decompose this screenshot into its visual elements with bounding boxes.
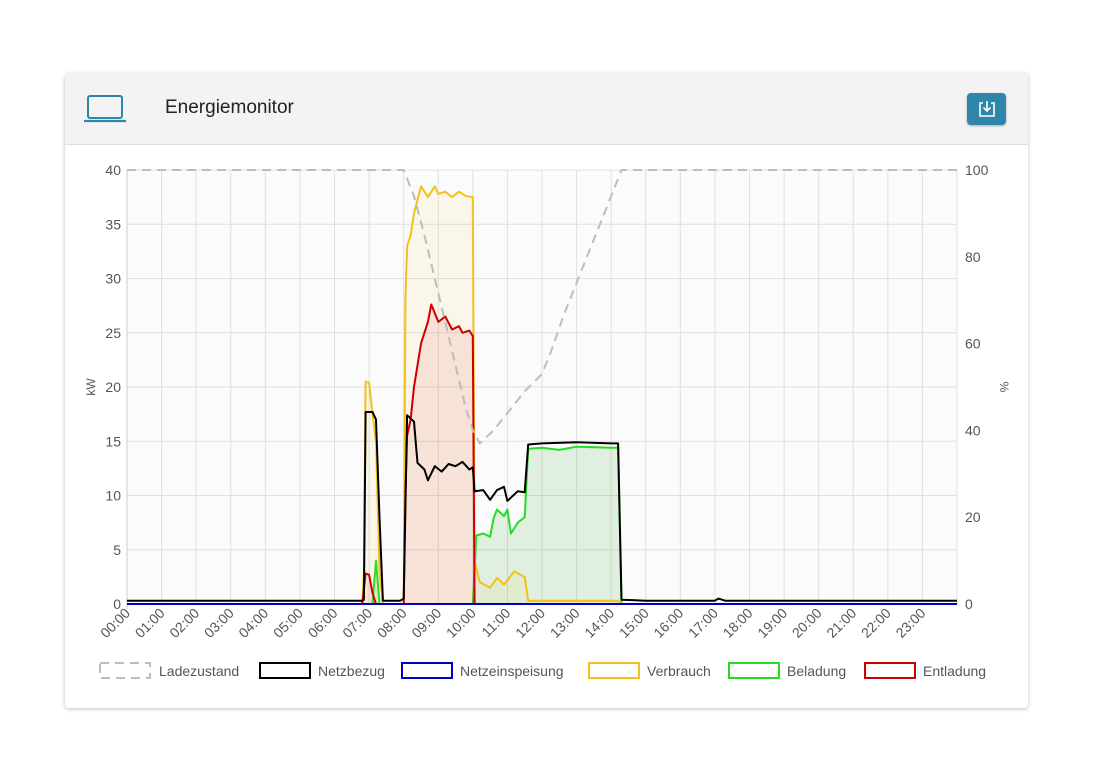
y2-tick-label: 100 xyxy=(965,162,989,178)
x-tick-label: 09:00 xyxy=(408,605,444,641)
x-tick-label: 05:00 xyxy=(270,605,306,641)
legend-label-netzeinspeisung: Netzeinspeisung xyxy=(460,663,564,679)
y-tick-label: 15 xyxy=(105,433,121,449)
x-tick-label: 23:00 xyxy=(892,605,928,641)
legend-swatch-verbrauch xyxy=(588,662,640,679)
y-tick-label: 0 xyxy=(113,596,121,612)
x-tick-label: 06:00 xyxy=(305,605,341,641)
legend-swatch-entladung xyxy=(864,662,916,679)
y-tick-label: 20 xyxy=(105,379,121,395)
y2-axis-title: % xyxy=(997,382,1011,393)
legend-swatch-netzeinspeisung xyxy=(401,662,453,679)
y-tick-label: 35 xyxy=(105,216,121,232)
x-tick-label: 21:00 xyxy=(823,605,859,641)
x-tick-label: 19:00 xyxy=(754,605,790,641)
x-tick-label: 13:00 xyxy=(547,605,583,641)
x-tick-label: 01:00 xyxy=(132,605,168,641)
y2-tick-label: 0 xyxy=(965,596,973,612)
x-tick-label: 16:00 xyxy=(650,605,686,641)
legend-label-verbrauch: Verbrauch xyxy=(647,663,711,679)
x-tick-label: 20:00 xyxy=(789,605,825,641)
energy-chart: 0 5 10 15 20 25 30 35 40 0 20 40 60 80 100 kW % 00:0001:0… xyxy=(84,162,1011,679)
legend-swatch-netzbezug xyxy=(259,662,311,679)
x-tick-label: 18:00 xyxy=(720,605,756,641)
x-tick-label: 08:00 xyxy=(374,605,410,641)
y2-tick-label: 80 xyxy=(965,249,981,265)
series-area-beladung xyxy=(127,446,957,604)
x-tick-label: 22:00 xyxy=(858,605,894,641)
download-button[interactable] xyxy=(967,93,1006,125)
x-tick-label: 11:00 xyxy=(478,605,514,641)
x-tick-label: 07:00 xyxy=(339,605,375,641)
legend-label-netzbezug: Netzbezug xyxy=(318,663,385,679)
x-tick-label: 00:00 xyxy=(97,605,133,641)
card-header: Energiemonitor xyxy=(65,73,1028,145)
y-tick-label: 30 xyxy=(105,271,121,287)
energy-monitor-card: Energiemonitor 0 5 10 15 20 25 30 35 40 0 20 40 60 80… xyxy=(65,73,1028,708)
legend-label-ladezustand: Ladezustand xyxy=(159,663,239,679)
y-tick-label: 25 xyxy=(105,325,121,341)
page-title: Energiemonitor xyxy=(165,97,294,118)
legend-swatch-beladung xyxy=(728,662,780,679)
x-tick-label: 14:00 xyxy=(581,605,617,641)
y-axis-title: kW xyxy=(84,378,98,396)
series-line-ladezustand xyxy=(127,169,957,445)
y-tick-label: 5 xyxy=(113,542,121,558)
x-tick-label: 12:00 xyxy=(512,605,548,641)
x-tick-label: 17:00 xyxy=(685,605,721,641)
y2-tick-label: 20 xyxy=(965,509,981,525)
x-tick-label: 03:00 xyxy=(201,605,237,641)
y-tick-label: 40 xyxy=(105,162,121,178)
x-tick-label: 02:00 xyxy=(166,605,202,641)
series-line-verbrauch xyxy=(127,185,957,605)
x-tick-label: 04:00 xyxy=(235,605,271,641)
y-tick-label: 10 xyxy=(105,488,121,504)
laptop-icon xyxy=(84,95,126,123)
series-line-entladung xyxy=(127,303,957,605)
download-icon xyxy=(979,101,995,117)
legend-swatch-ladezustand xyxy=(99,662,151,679)
series-line-netzbezug xyxy=(127,411,957,602)
legend-label-beladung: Beladung xyxy=(787,663,846,679)
x-tick-label: 10:00 xyxy=(443,605,479,641)
y2-tick-label: 60 xyxy=(965,336,981,352)
y2-tick-label: 40 xyxy=(965,422,981,438)
x-tick-label: 15:00 xyxy=(616,605,652,641)
legend-label-entladung: Entladung xyxy=(923,663,986,679)
